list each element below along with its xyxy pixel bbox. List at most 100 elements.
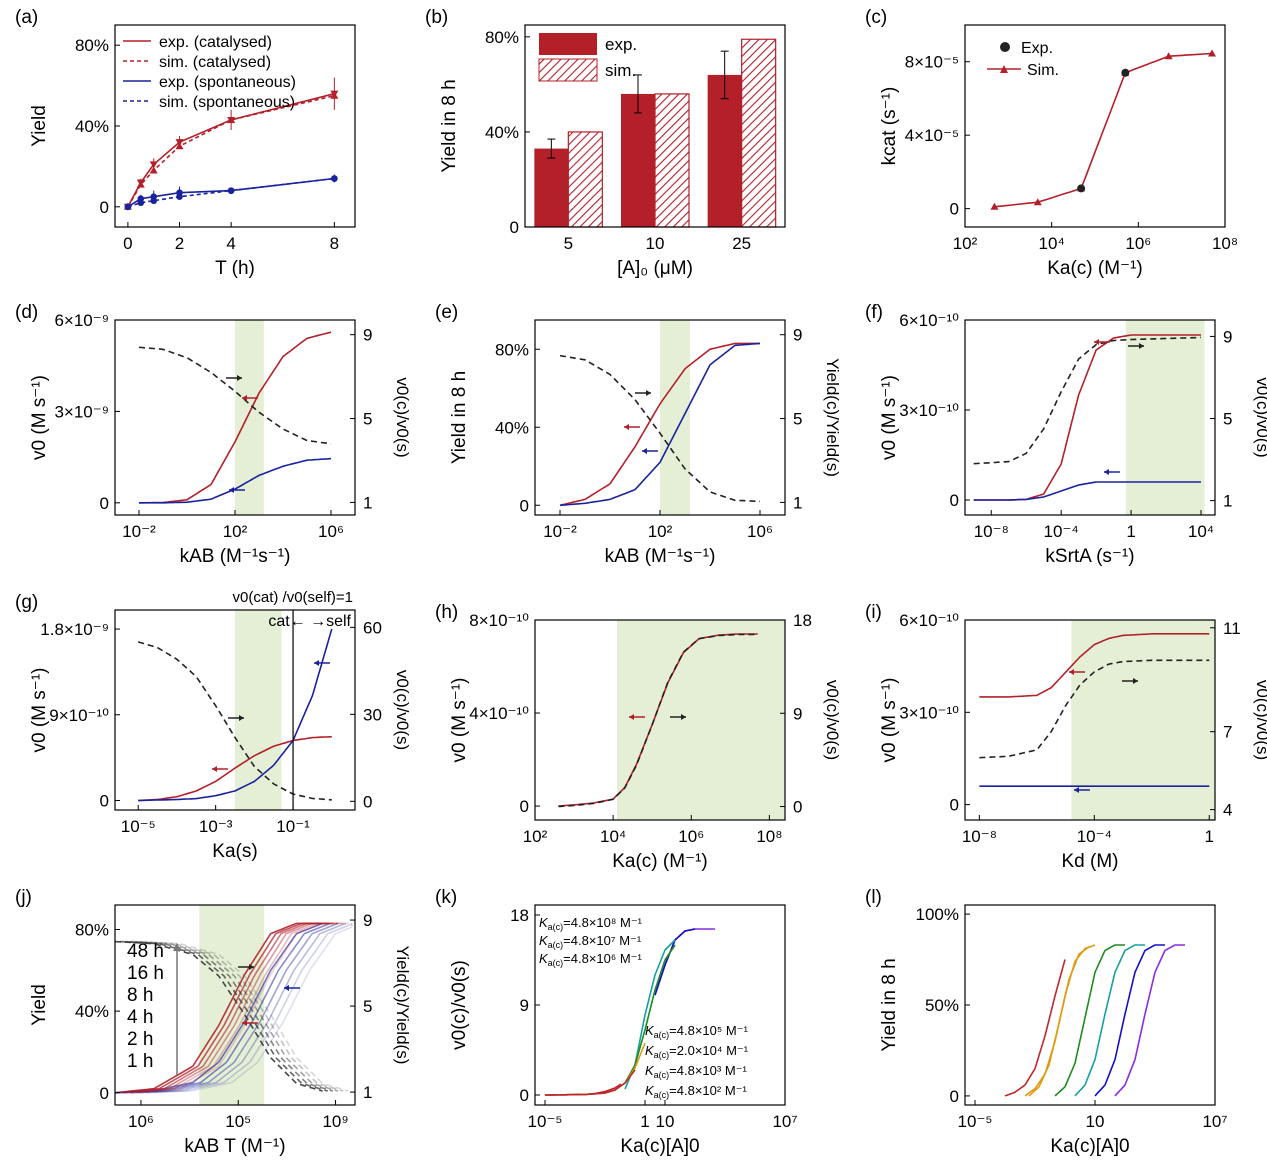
- legend-entry: sim.: [605, 61, 636, 80]
- threshold-annotation: v0(cat) /v0(self)=1: [233, 589, 353, 606]
- arrow-head: [229, 487, 234, 493]
- data-point: [176, 193, 183, 200]
- x-tick-label: 10⁸: [1212, 234, 1238, 253]
- panel-label: (g): [15, 592, 38, 613]
- legend-entry: Sim.: [1027, 62, 1059, 79]
- x-tick-label: 1: [640, 1112, 649, 1131]
- red-curve: [140, 922, 349, 1094]
- sim-point: [1033, 198, 1042, 206]
- y-axis-label: v0 (M s⁻¹): [449, 678, 470, 763]
- series-curve: [545, 1083, 622, 1096]
- x-tick-label: 10²: [523, 827, 548, 846]
- ratio-line: [558, 633, 758, 808]
- x-tick-label: 0: [123, 234, 132, 253]
- bar-exp: [707, 74, 742, 227]
- x-axis-label: T (h): [215, 258, 255, 279]
- y-tick-label: 80%: [75, 36, 109, 55]
- plot-frame: [534, 319, 786, 516]
- y-tick-label: 0: [100, 494, 109, 513]
- y-axis-label: Yield in 8 h: [449, 371, 470, 464]
- red-curve: [125, 922, 333, 1094]
- arrow-head: [239, 715, 244, 721]
- x-tick-label: 10⁻⁸: [962, 827, 997, 846]
- x-tick-label: 10⁸: [756, 827, 782, 846]
- y-axis-label: v0 (M s⁻¹): [879, 375, 900, 460]
- panel-l: 10⁻⁵ 10 10⁷ 0 50% 100% (l) Ka(c)[A]0 Yield in 8 …: [865, 887, 1228, 1157]
- ratio-line: [114, 940, 323, 1092]
- plot-frame: [964, 904, 1216, 1106]
- series-curve: [1094, 944, 1165, 1097]
- panel-label: (f): [865, 302, 883, 323]
- y-tick-label: 0: [950, 491, 959, 510]
- y2-tick-label: 11: [1223, 619, 1241, 638]
- y-tick-label: 6×10⁻¹⁰: [899, 611, 959, 630]
- plot-frame: [964, 24, 1226, 228]
- bar-sim: [654, 93, 690, 228]
- y-tick-label: 80%: [485, 28, 519, 47]
- arrow-head: [642, 448, 647, 454]
- plot-frame: [964, 619, 1216, 821]
- y-tick-label: 0: [520, 797, 529, 816]
- x-tick-label: 10⁻⁵: [121, 817, 156, 836]
- y-tick-label: 40%: [485, 123, 519, 142]
- legend-entry: sim. (spontaneous): [159, 94, 295, 111]
- y-axis-label: Yield in 8 h: [439, 79, 460, 172]
- panel-a: exp. (catalysed) sim. (catalysed) exp. (sp…: [15, 7, 356, 279]
- panel-label: (h): [435, 602, 458, 623]
- y2-tick-label: 5: [363, 997, 372, 1016]
- panel-i: 10⁻⁸ 10⁻⁴ 1 0 3×10⁻¹⁰ 6×10⁻¹⁰ 4 7 11 (i) Kd (M) v0 …: [865, 602, 1267, 872]
- time-legend-entry: 1 h: [127, 1051, 153, 1072]
- panel-label: (l): [865, 887, 882, 908]
- series-line: [127, 177, 335, 208]
- shaded-region: [1071, 620, 1215, 820]
- data-point: [124, 203, 132, 211]
- panel-label: (i): [865, 602, 882, 623]
- y2-axis-label: v0(c)/v0(s): [1253, 377, 1267, 457]
- x-tick-label: 10⁷: [772, 1112, 797, 1131]
- series-line: [127, 94, 335, 208]
- x-tick-label: 10⁶: [678, 827, 704, 846]
- y-tick-label: 8×10⁻¹⁰: [469, 611, 529, 630]
- y-tick-label: 3×10⁻¹⁰: [899, 401, 959, 420]
- red-curve: [120, 922, 328, 1094]
- data-point: [330, 91, 339, 99]
- arrow-head: [249, 964, 254, 970]
- legend-swatch-sim: [538, 58, 598, 82]
- x-tick-label: 10⁻⁴: [1077, 827, 1112, 846]
- x-tick-label: 10⁻⁵: [528, 1112, 563, 1131]
- arrow-head: [242, 395, 247, 401]
- y2-tick-label: 60: [363, 618, 382, 637]
- cat-self-annotation: cat← →self: [268, 613, 351, 630]
- arrow-head: [1104, 469, 1109, 475]
- red-curve: [114, 922, 323, 1094]
- plot-frame: [114, 609, 356, 811]
- shaded-region: [235, 320, 264, 515]
- arrow-head: [1069, 669, 1074, 675]
- x-tick-label: 10⁶: [318, 522, 344, 541]
- y-tick-label: 6×10⁻⁹: [54, 311, 109, 330]
- series-curve: [1004, 959, 1066, 1097]
- y-tick-label: 100%: [916, 905, 959, 924]
- y-tick-label: 40%: [495, 418, 529, 437]
- category-label: 10: [646, 234, 665, 253]
- data-point: [227, 115, 236, 123]
- x-tick-label: 10⁴: [600, 827, 626, 846]
- arrow-head: [1133, 678, 1138, 684]
- panel-label: (c): [865, 7, 887, 28]
- arrow-head: [1139, 343, 1144, 349]
- y-tick-label: 0: [950, 200, 959, 219]
- red-curve: [979, 633, 1210, 698]
- sim-point: [990, 202, 999, 210]
- x-tick-label: 1: [1205, 827, 1214, 846]
- plot-frame: [114, 319, 356, 516]
- x-axis-label: kSrtA (s⁻¹): [1045, 546, 1134, 567]
- sim-line: [994, 52, 1213, 208]
- ratio-line: [140, 940, 349, 1092]
- panel-d: 10⁻² 10² 10⁶ 0 3×10⁻⁹ 6×10⁻⁹ 1 5 9 (d) kAB (M⁻¹s⁻¹…: [15, 302, 412, 567]
- time-legend-entry: 48 h: [127, 941, 164, 962]
- arrow-head: [314, 660, 319, 666]
- shaded-region: [660, 320, 690, 515]
- bar-sim: [741, 38, 777, 228]
- blue-curve: [138, 922, 347, 1094]
- plot-frame: [114, 24, 356, 228]
